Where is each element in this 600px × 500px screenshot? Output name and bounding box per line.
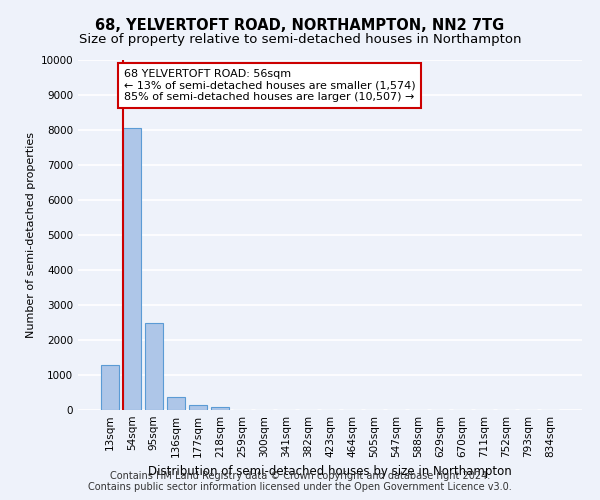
Bar [145, 322, 163, 410]
Y-axis label: Number of semi-detached properties: Number of semi-detached properties [26, 132, 37, 338]
Text: Contains HM Land Registry data © Crown copyright and database right 2024.
Contai: Contains HM Land Registry data © Crown c… [88, 471, 512, 492]
Text: Size of property relative to semi-detached houses in Northampton: Size of property relative to semi-detach… [79, 32, 521, 46]
Bar [211, 406, 229, 410]
Text: 68, YELVERTOFT ROAD, NORTHAMPTON, NN2 7TG: 68, YELVERTOFT ROAD, NORTHAMPTON, NN2 7T… [95, 18, 505, 32]
Bar [101, 364, 119, 410]
Bar [189, 406, 206, 410]
Text: 68 YELVERTOFT ROAD: 56sqm
← 13% of semi-detached houses are smaller (1,574)
85% : 68 YELVERTOFT ROAD: 56sqm ← 13% of semi-… [124, 69, 416, 102]
Bar [123, 128, 140, 410]
X-axis label: Distribution of semi-detached houses by size in Northampton: Distribution of semi-detached houses by … [148, 466, 512, 478]
Bar [167, 396, 185, 410]
